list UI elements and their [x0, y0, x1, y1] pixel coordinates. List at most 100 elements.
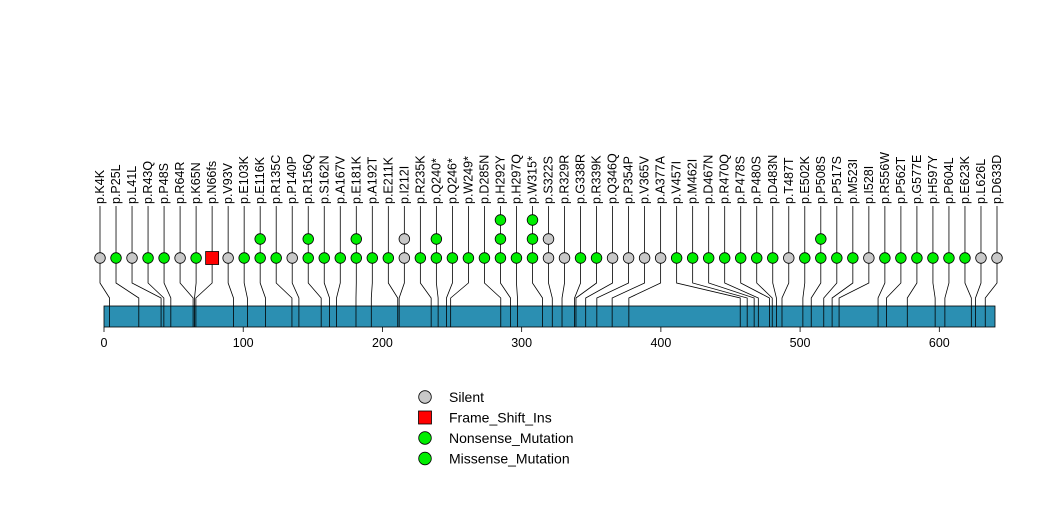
mutation-label-p-r135c: p.R135C [269, 155, 283, 204]
mutation-point-p-p604l [943, 252, 955, 264]
mutation-label-p-h597y: p.H597Y [926, 155, 940, 204]
mutation-stem-lower [611, 263, 646, 306]
mutation-stem-lower [450, 263, 469, 306]
mutation-label-p-p508s: p.P508S [814, 156, 828, 204]
mutation-stem-lower [756, 263, 773, 306]
mutation-label-p-p478s: p.P478S [734, 156, 748, 204]
mutation-label-p-d285n: p.D285N [477, 155, 491, 204]
mutation-point-p-e502k [799, 252, 811, 264]
mutation-point-p-k65n [190, 252, 202, 264]
mutation-label-p-s322s: p.S322S [542, 156, 556, 204]
mutation-stem-lower [243, 263, 248, 306]
x-tick-label: 400 [650, 336, 671, 350]
mutation-label-p-i212i: p.I212I [397, 166, 411, 204]
mutation-stem-lower [740, 263, 770, 306]
mutation-stem-lower [195, 263, 213, 306]
mutation-label-p-e103k: p.E103K [237, 155, 251, 204]
mutation-point-p-i528i [863, 252, 875, 264]
mutation-label-p-e116k: p.E116K [253, 156, 267, 204]
mutation-point-p-e181k [350, 233, 362, 245]
x-tick-label: 100 [233, 336, 254, 350]
mutation-point-p-t487t [783, 252, 795, 264]
mutation-point-p-a377a [654, 252, 667, 264]
mutation-stem-lower [810, 263, 822, 306]
mutation-stem-lower [886, 263, 902, 306]
mutation-stem-lower [446, 263, 453, 306]
mutation-point-p-p354p [622, 252, 635, 264]
legend-label-missense-mutation: Missense_Mutation [449, 451, 570, 467]
mutation-stem-lower [307, 263, 322, 306]
mutation-label-p-s162n: p.S162N [317, 155, 331, 204]
mutation-stem-lower [179, 263, 194, 306]
mutation-label-p-r556w: p.R556W [878, 152, 892, 204]
mutation-stem-lower [596, 263, 629, 306]
mutation-point-p-r156q [302, 233, 314, 245]
mutation-stem-lower [708, 263, 755, 306]
mutation-label-p-v365v: p.V365V [638, 155, 652, 204]
mutation-label-p-m523i: p.M523I [846, 159, 860, 204]
mutation-stem-lower [291, 263, 300, 306]
mutation-stem-lower [163, 263, 172, 306]
mutation-point-p-r135c [270, 252, 282, 264]
mutation-label-p-d483n: p.D483N [766, 155, 780, 204]
mutation-point-p-p562t [895, 252, 907, 264]
mutation-point-p-p478s [735, 252, 747, 264]
mutation-stem-lower [336, 263, 341, 306]
mutation-point-p-e181k [350, 252, 362, 264]
mutation-label-p-k4k: p.K4K [93, 169, 107, 204]
mutation-stem-lower [516, 263, 518, 306]
mutation-point-p-e116k [254, 233, 266, 245]
mutation-label-p-d467n: p.D467N [702, 155, 716, 204]
mutation-point-p-v93v [222, 252, 234, 264]
legend-label-silent: Silent [449, 389, 484, 405]
protein-track [103, 305, 996, 328]
mutation-stem-lower [419, 263, 432, 306]
mutation-label-p-e211k: p.E211K [381, 156, 395, 204]
mutation-point-p-w315- [526, 233, 539, 245]
mutation-label-p-p354p: p.P354P [622, 156, 636, 204]
mutation-stem-lower [115, 263, 140, 306]
mutation-label-p-p604l: p.P604L [942, 157, 956, 204]
mutation-point-p-r339k [590, 252, 603, 264]
mutation-point-p-n66fs [205, 251, 220, 265]
x-tick-label: 300 [511, 336, 532, 350]
mutation-point-p-r556w [879, 252, 891, 264]
mutation-stem-lower [692, 263, 748, 306]
mutation-stem-lower [877, 263, 886, 306]
mutation-point-p-v457i [670, 252, 683, 264]
mutation-label-p-p48s: p.P48S [157, 163, 171, 204]
mutation-point-p-v365v [638, 252, 651, 264]
mutation-point-p-d633d [991, 252, 1003, 264]
mutation-point-p-q346q [606, 252, 619, 264]
mutation-stem-lower [676, 263, 741, 306]
mutation-label-p-r339k: p.R339K [590, 155, 604, 204]
mutation-stem-lower [984, 263, 998, 306]
mutation-label-p-a167v: p.A167V [333, 155, 347, 204]
mutation-stem-lower [259, 263, 266, 306]
mutation-stem-lower [500, 263, 511, 306]
mutation-stem-lower [275, 263, 293, 306]
mutation-stem-lower [435, 263, 439, 306]
mutation-point-p-q240- [430, 233, 443, 245]
mutation-label-p-p517s: p.P517S [830, 156, 844, 204]
mutation-point-p-p508s [815, 233, 827, 245]
mutation-label-p-d633d: p.D633D [990, 155, 1004, 204]
legend-label-frame-shift-ins: Frame_Shift_Ins [449, 410, 552, 426]
mutation-point-p-h292y [494, 214, 507, 226]
mutation-stem-lower [781, 263, 790, 306]
mutation-point-p-h297q [510, 252, 523, 264]
legend: Silent Frame_Shift_Ins Nonsense_Mutation Mi… [418, 389, 574, 467]
mutation-label-p-v93v: p.V93V [221, 162, 235, 204]
x-tick-label: 500 [790, 336, 811, 350]
mutation-stem-lower [802, 263, 806, 306]
mutation-point-p-r329r [558, 252, 571, 264]
mutation-label-p-p480s: p.P480S [750, 156, 764, 204]
mutation-stem-lower [227, 263, 234, 306]
mutation-point-p-g338r [574, 252, 587, 264]
mutation-point-p-l626l [975, 252, 987, 264]
mutation-point-p-d483n [767, 252, 779, 264]
mutation-point-p-s322s [542, 252, 555, 264]
mutation-point-p-e116k [254, 252, 266, 264]
mutation-stem-lower [147, 263, 165, 306]
